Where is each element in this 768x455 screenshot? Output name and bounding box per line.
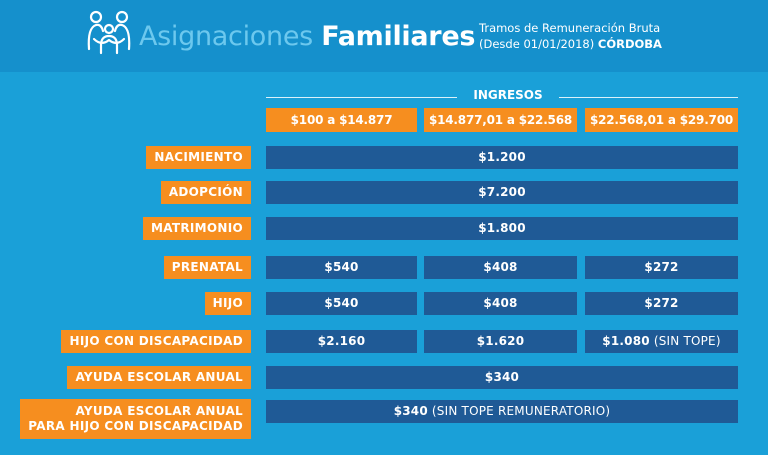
column-header-2: $14.877,01 a $22.568 xyxy=(424,108,577,132)
cell-value: $2.160 xyxy=(317,334,366,348)
cell-hijo-discapacidad-1: $2.160 xyxy=(266,330,417,353)
cell-note: (SIN TOPE) xyxy=(653,334,721,348)
cell-value: $340 xyxy=(393,404,428,418)
cell-prenatal-1: $540 xyxy=(266,256,417,279)
subtitle-date: (Desde 01/01/2018) xyxy=(479,37,595,51)
group-header: INGRESOS xyxy=(473,88,543,102)
cell-value: $272 xyxy=(644,296,679,310)
cell-adopcion: $7.200 xyxy=(266,181,738,204)
subtitle-line1: Tramos de Remuneración Bruta xyxy=(479,21,661,35)
cell-value: $1.200 xyxy=(478,150,526,164)
cell-value: $7.200 xyxy=(478,185,526,199)
column-header-1: $100 a $14.877 xyxy=(266,108,417,132)
cell-prenatal-2: $408 xyxy=(424,256,577,279)
cell-matrimonio: $1.800 xyxy=(266,217,738,240)
title-light: Asignaciones xyxy=(139,21,313,52)
row-label-nacimiento: NACIMIENTO xyxy=(146,146,251,169)
cell-hijo-2: $408 xyxy=(424,292,577,315)
cell-hijo-1: $540 xyxy=(266,292,417,315)
header-bar: Asignaciones Familiares Tramos de Remune… xyxy=(0,0,768,72)
app-title: Asignaciones Familiares xyxy=(139,20,475,54)
cell-value: $272 xyxy=(644,260,679,274)
province-label: CÓRDOBA xyxy=(597,37,662,51)
row-label-adopcion: ADOPCIÓN xyxy=(160,181,251,204)
cell-nacimiento: $1.200 xyxy=(266,146,738,169)
row-label-line1: AYUDA ESCOLAR ANUAL xyxy=(75,404,243,418)
cell-value: $1.620 xyxy=(476,334,525,348)
cell-value: $1.080 xyxy=(602,334,650,348)
cell-value: $540 xyxy=(324,296,359,310)
row-label-hijo: HIJO xyxy=(204,292,251,315)
row-label-line2: PARA HIJO CON DISCAPACIDAD xyxy=(28,419,243,433)
cell-hijo-discapacidad-3: $1.080 (SIN TOPE) xyxy=(585,330,738,353)
cell-value: $1.800 xyxy=(478,221,526,235)
cell-hijo-discapacidad-2: $1.620 xyxy=(424,330,577,353)
row-label-hijo-discapacidad: HIJO CON DISCAPACIDAD xyxy=(61,330,251,353)
cell-value: $408 xyxy=(483,260,518,274)
column-header-3: $22.568,01 a $29.700 xyxy=(585,108,738,132)
group-header-rule-left xyxy=(266,97,457,98)
cell-ayuda-escolar-discapacidad: $340 (SIN TOPE REMUNERATORIO) xyxy=(266,400,738,423)
cell-value: $340 xyxy=(484,370,520,384)
cell-ayuda-escolar: $340 xyxy=(266,366,738,389)
title-bold: Familiares xyxy=(321,21,476,52)
cell-note: (SIN TOPE REMUNERATORIO) xyxy=(431,404,611,418)
cell-value: $540 xyxy=(324,260,359,274)
family-icon xyxy=(87,10,131,55)
cell-hijo-3: $272 xyxy=(585,292,738,315)
subtitle: Tramos de Remuneración Bruta (Desde 01/0… xyxy=(479,20,662,52)
row-label-ayuda-escolar-discapacidad: AYUDA ESCOLAR ANUAL PARA HIJO CON DISCAP… xyxy=(20,399,251,439)
row-label-prenatal: PRENATAL xyxy=(163,256,251,279)
row-label-matrimonio: MATRIMONIO xyxy=(142,217,251,240)
row-label-ayuda-escolar: AYUDA ESCOLAR ANUAL xyxy=(67,366,251,389)
cell-value: $408 xyxy=(483,296,518,310)
group-header-rule-right xyxy=(559,97,738,98)
subtitle-line2: (Desde 01/01/2018) CÓRDOBA xyxy=(479,36,662,52)
cell-prenatal-3: $272 xyxy=(585,256,738,279)
